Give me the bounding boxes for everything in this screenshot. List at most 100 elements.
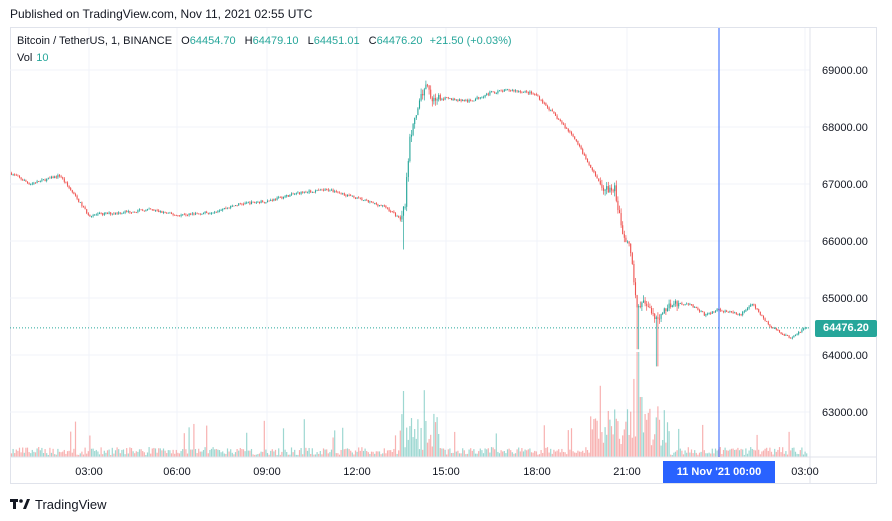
volume-bar xyxy=(554,451,557,457)
volume-bar xyxy=(700,451,702,457)
candle-body xyxy=(294,193,296,195)
candle-body xyxy=(204,211,206,214)
volume-bar xyxy=(450,453,453,457)
volume-bar xyxy=(660,445,662,457)
candle-body xyxy=(626,241,629,243)
candle-body xyxy=(297,192,299,194)
candle-body xyxy=(417,108,419,116)
candle-body xyxy=(110,212,112,215)
candle-body xyxy=(28,182,30,185)
volume-bar xyxy=(806,453,808,457)
volume-bar xyxy=(402,391,405,457)
candle-body xyxy=(388,208,390,212)
brand-name: TradingView xyxy=(35,496,107,512)
volume-bar xyxy=(18,447,21,457)
candle-body xyxy=(287,195,289,197)
chart-frame[interactable] xyxy=(10,27,877,484)
candle-body xyxy=(726,310,728,312)
volume-bar xyxy=(508,448,510,457)
volume-bar xyxy=(505,453,507,457)
volume-bar xyxy=(47,454,49,457)
volume-bar xyxy=(62,451,64,457)
volume-bar xyxy=(471,450,473,457)
volume-bar xyxy=(36,448,38,457)
candle-body xyxy=(98,213,101,215)
volume-bar xyxy=(329,452,331,457)
volume-bar xyxy=(407,439,409,457)
candle-body xyxy=(753,303,755,306)
volume-bar xyxy=(239,447,241,457)
volume-bar xyxy=(482,453,485,457)
candle-body xyxy=(76,195,78,199)
candle-body xyxy=(369,201,371,203)
candle-body xyxy=(286,195,288,197)
volume-bar xyxy=(783,453,785,457)
volume-bar xyxy=(742,449,744,457)
volume-bar xyxy=(543,425,545,457)
candle-body xyxy=(625,237,627,242)
candle-body xyxy=(166,212,168,214)
volume-bar xyxy=(713,453,715,457)
volume-bar xyxy=(297,454,299,457)
candle-body xyxy=(377,204,379,206)
time-tick-label: 12:00 xyxy=(343,466,371,478)
volume-bar xyxy=(564,452,566,457)
volume-bars xyxy=(10,352,808,457)
volume-bar xyxy=(590,416,592,457)
candle-body xyxy=(382,205,384,207)
candle-body xyxy=(622,225,624,235)
volume-bar xyxy=(247,450,249,457)
candle-body xyxy=(343,193,345,196)
candle-body xyxy=(602,187,605,191)
candle-body xyxy=(794,334,797,336)
volume-bar xyxy=(615,418,617,457)
candle-body xyxy=(654,313,656,320)
volume-bar xyxy=(186,453,189,457)
candle-body xyxy=(17,175,19,177)
candle-body xyxy=(770,326,773,328)
candle-body xyxy=(33,182,35,184)
volume-bar xyxy=(177,452,179,457)
candle-body xyxy=(750,304,752,307)
volume-bar xyxy=(119,453,121,457)
candle-body xyxy=(455,99,457,101)
volume-bar xyxy=(244,451,246,457)
volume-bar xyxy=(50,452,53,457)
volume-bar xyxy=(447,449,449,457)
candle-body xyxy=(50,176,53,178)
volume-bar xyxy=(455,451,457,457)
candle-body xyxy=(450,98,453,101)
volume-bar xyxy=(265,449,267,457)
volume-bar xyxy=(668,431,670,457)
volume-bar xyxy=(705,453,707,457)
volume-bar xyxy=(804,451,806,457)
candle-body xyxy=(494,92,496,94)
candle-body xyxy=(167,212,169,214)
volume-bar xyxy=(87,451,89,457)
candle-body xyxy=(41,179,43,181)
volume-bar xyxy=(241,449,243,457)
volume-bar xyxy=(594,418,597,457)
candle-body xyxy=(534,93,536,95)
volume-bar xyxy=(746,453,749,457)
candle-body xyxy=(313,192,315,193)
candle-body xyxy=(478,97,480,99)
volume-bar xyxy=(727,450,729,457)
time-tick-label: 21:00 xyxy=(613,466,641,478)
open-label: O xyxy=(181,35,190,47)
volume-bar xyxy=(666,422,669,457)
volume-bar xyxy=(609,419,611,457)
volume-bar xyxy=(90,448,93,457)
volume-bar xyxy=(630,411,632,457)
volume-bar xyxy=(306,450,309,457)
tradingview-logo[interactable]: TradingView xyxy=(10,495,107,513)
volume-bar xyxy=(641,397,643,457)
candle-body xyxy=(428,85,430,90)
volume-bar xyxy=(790,450,792,457)
volume-bar xyxy=(550,448,552,457)
candle-body xyxy=(154,210,157,212)
candle-body xyxy=(316,189,318,191)
candle-body xyxy=(754,305,757,309)
volume-bar xyxy=(439,448,441,457)
